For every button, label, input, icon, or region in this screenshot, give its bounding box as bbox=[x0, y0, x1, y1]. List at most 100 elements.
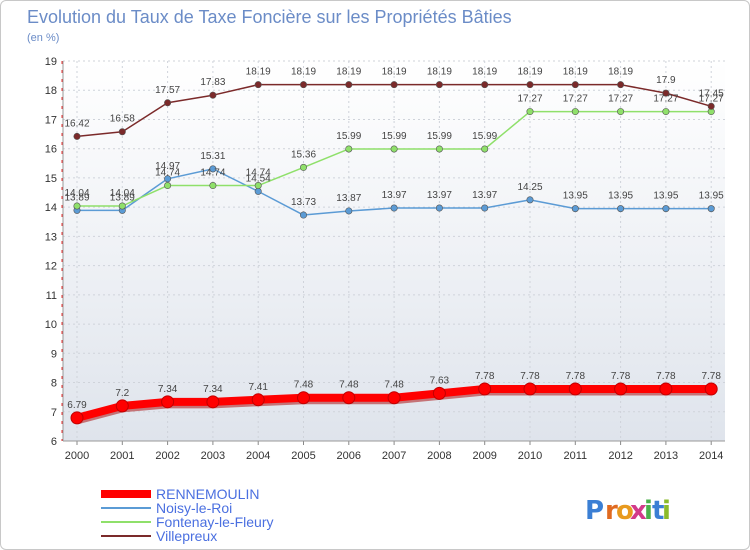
x-tick-label: 2012 bbox=[608, 450, 632, 462]
series-point-villepreux bbox=[617, 81, 625, 89]
series-point-fontenay-le-fleury bbox=[481, 145, 489, 153]
data-label-villepreux: 18.19 bbox=[608, 67, 633, 78]
series-point-rennemoulin bbox=[432, 386, 446, 400]
data-label-noisy-le-roi: 15.31 bbox=[200, 151, 225, 162]
data-label-noisy-le-roi: 13.95 bbox=[699, 191, 724, 202]
brand-letter: r bbox=[605, 496, 618, 526]
y-tick-label: 7 bbox=[51, 407, 57, 419]
data-label-noisy-le-roi: 13.97 bbox=[472, 190, 497, 201]
y-tick-label: 14 bbox=[45, 202, 57, 214]
data-label-villepreux: 17.57 bbox=[155, 85, 180, 96]
data-label-fontenay-le-fleury: 15.99 bbox=[336, 131, 361, 142]
data-label-noisy-le-roi: 13.95 bbox=[563, 191, 588, 202]
data-label-rennemoulin: 7.63 bbox=[430, 375, 450, 386]
y-tick-label: 13 bbox=[45, 231, 57, 243]
data-label-rennemoulin: 7.78 bbox=[611, 371, 631, 382]
series-point-villepreux bbox=[118, 128, 126, 136]
series-point-rennemoulin bbox=[206, 395, 220, 409]
series-point-villepreux bbox=[254, 81, 262, 89]
chart-title: Evolution du Taux de Taxe Foncière sur l… bbox=[27, 7, 512, 27]
data-label-rennemoulin: 7.2 bbox=[115, 388, 129, 399]
data-label-villepreux: 17.83 bbox=[200, 77, 225, 88]
series-point-villepreux bbox=[571, 81, 579, 89]
series-point-rennemoulin bbox=[387, 391, 401, 405]
brand-letter: t bbox=[652, 496, 664, 526]
series-point-noisy-le-roi bbox=[481, 204, 489, 212]
series-point-noisy-le-roi bbox=[617, 205, 625, 213]
series-point-rennemoulin bbox=[523, 382, 537, 396]
series-point-fontenay-le-fleury bbox=[526, 108, 534, 116]
data-label-villepreux: 17.9 bbox=[656, 75, 676, 86]
series-point-fontenay-le-fleury bbox=[345, 145, 353, 153]
x-tick-label: 2001 bbox=[110, 450, 134, 462]
axis-layer: 6 7 8 9 10 11 12 13 14 15 16 17 18 19 2000 2001 2002 2003… bbox=[45, 56, 725, 462]
series-point-villepreux bbox=[526, 81, 534, 89]
data-label-fontenay-le-fleury: 15.99 bbox=[472, 131, 497, 142]
y-tick-label: 11 bbox=[46, 290, 57, 302]
series-point-villepreux bbox=[299, 81, 307, 89]
chart-subtitle: (en %) bbox=[27, 32, 59, 44]
series-point-rennemoulin bbox=[251, 393, 265, 407]
y-tick-label: 6 bbox=[51, 436, 57, 448]
y-tick-label: 18 bbox=[45, 85, 57, 97]
series-point-fontenay-le-fleury bbox=[164, 182, 172, 190]
y-tick-label: 19 bbox=[45, 56, 57, 68]
series-point-villepreux bbox=[73, 132, 81, 140]
x-tick-label: 2004 bbox=[246, 450, 270, 462]
data-label-noisy-le-roi: 13.89 bbox=[110, 192, 135, 203]
series-point-fontenay-le-fleury bbox=[209, 182, 217, 190]
legend-label: Villepreux bbox=[156, 528, 217, 544]
data-label-villepreux: 18.19 bbox=[517, 67, 542, 78]
series-point-rennemoulin bbox=[659, 382, 673, 396]
data-label-villepreux: 17.45 bbox=[699, 88, 724, 99]
series-point-villepreux bbox=[435, 81, 443, 89]
series-point-rennemoulin bbox=[568, 382, 582, 396]
x-tick-label: 2000 bbox=[65, 450, 89, 462]
x-tick-label: 2005 bbox=[291, 450, 315, 462]
data-label-noisy-le-roi: 14.97 bbox=[155, 161, 180, 172]
brand-letter: P bbox=[585, 496, 604, 526]
series-point-noisy-le-roi bbox=[164, 175, 172, 183]
series-point-rennemoulin bbox=[70, 411, 84, 425]
data-label-villepreux: 18.19 bbox=[336, 67, 361, 78]
data-label-villepreux: 18.19 bbox=[427, 67, 452, 78]
brand-letter: o bbox=[616, 496, 634, 526]
data-label-rennemoulin: 7.48 bbox=[384, 380, 404, 391]
data-label-fontenay-le-fleury: 14.74 bbox=[246, 168, 271, 179]
y-tick-label: 15 bbox=[45, 173, 57, 185]
data-label-rennemoulin: 7.34 bbox=[158, 384, 178, 395]
series-point-rennemoulin bbox=[704, 382, 718, 396]
data-label-villepreux: 18.19 bbox=[472, 67, 497, 78]
series-point-fontenay-le-fleury bbox=[254, 182, 262, 190]
legend-label: Noisy-le-Roi bbox=[156, 500, 232, 516]
data-label-rennemoulin: 7.78 bbox=[701, 371, 721, 382]
data-label-fontenay-le-fleury: 17.27 bbox=[517, 94, 542, 105]
series-point-fontenay-le-fleury bbox=[617, 108, 625, 116]
series-point-villepreux bbox=[707, 102, 715, 110]
data-label-rennemoulin: 7.48 bbox=[339, 380, 359, 391]
series-point-fontenay-le-fleury bbox=[435, 145, 443, 153]
data-label-fontenay-le-fleury: 17.27 bbox=[563, 94, 588, 105]
legend-label: Fontenay-le-Fleury bbox=[156, 514, 274, 530]
data-label-rennemoulin: 7.48 bbox=[294, 380, 314, 391]
x-tick-label: 2009 bbox=[472, 450, 496, 462]
data-label-noisy-le-roi: 13.97 bbox=[427, 190, 452, 201]
series-point-fontenay-le-fleury bbox=[118, 202, 126, 210]
data-label-noisy-le-roi: 13.73 bbox=[291, 197, 316, 208]
data-label-rennemoulin: 7.78 bbox=[566, 371, 586, 382]
series-point-noisy-le-roi bbox=[662, 205, 670, 213]
series-point-fontenay-le-fleury bbox=[299, 163, 307, 171]
series-point-noisy-le-roi bbox=[435, 204, 443, 212]
series-point-villepreux bbox=[345, 81, 353, 89]
series-point-fontenay-le-fleury bbox=[390, 145, 398, 153]
label-layer: 13.89 13.89 14.97 15.31 14.54 13.73 13.87 13.97… bbox=[64, 67, 724, 411]
x-tick-label: 2013 bbox=[654, 450, 678, 462]
data-label-villepreux: 16.42 bbox=[64, 118, 89, 129]
series-point-rennemoulin bbox=[342, 391, 356, 405]
y-tick-label: 17 bbox=[45, 114, 57, 126]
data-label-rennemoulin: 6.79 bbox=[67, 400, 87, 411]
y-tick-label: 10 bbox=[45, 319, 57, 331]
data-label-noisy-le-roi: 14.54 bbox=[246, 173, 271, 184]
